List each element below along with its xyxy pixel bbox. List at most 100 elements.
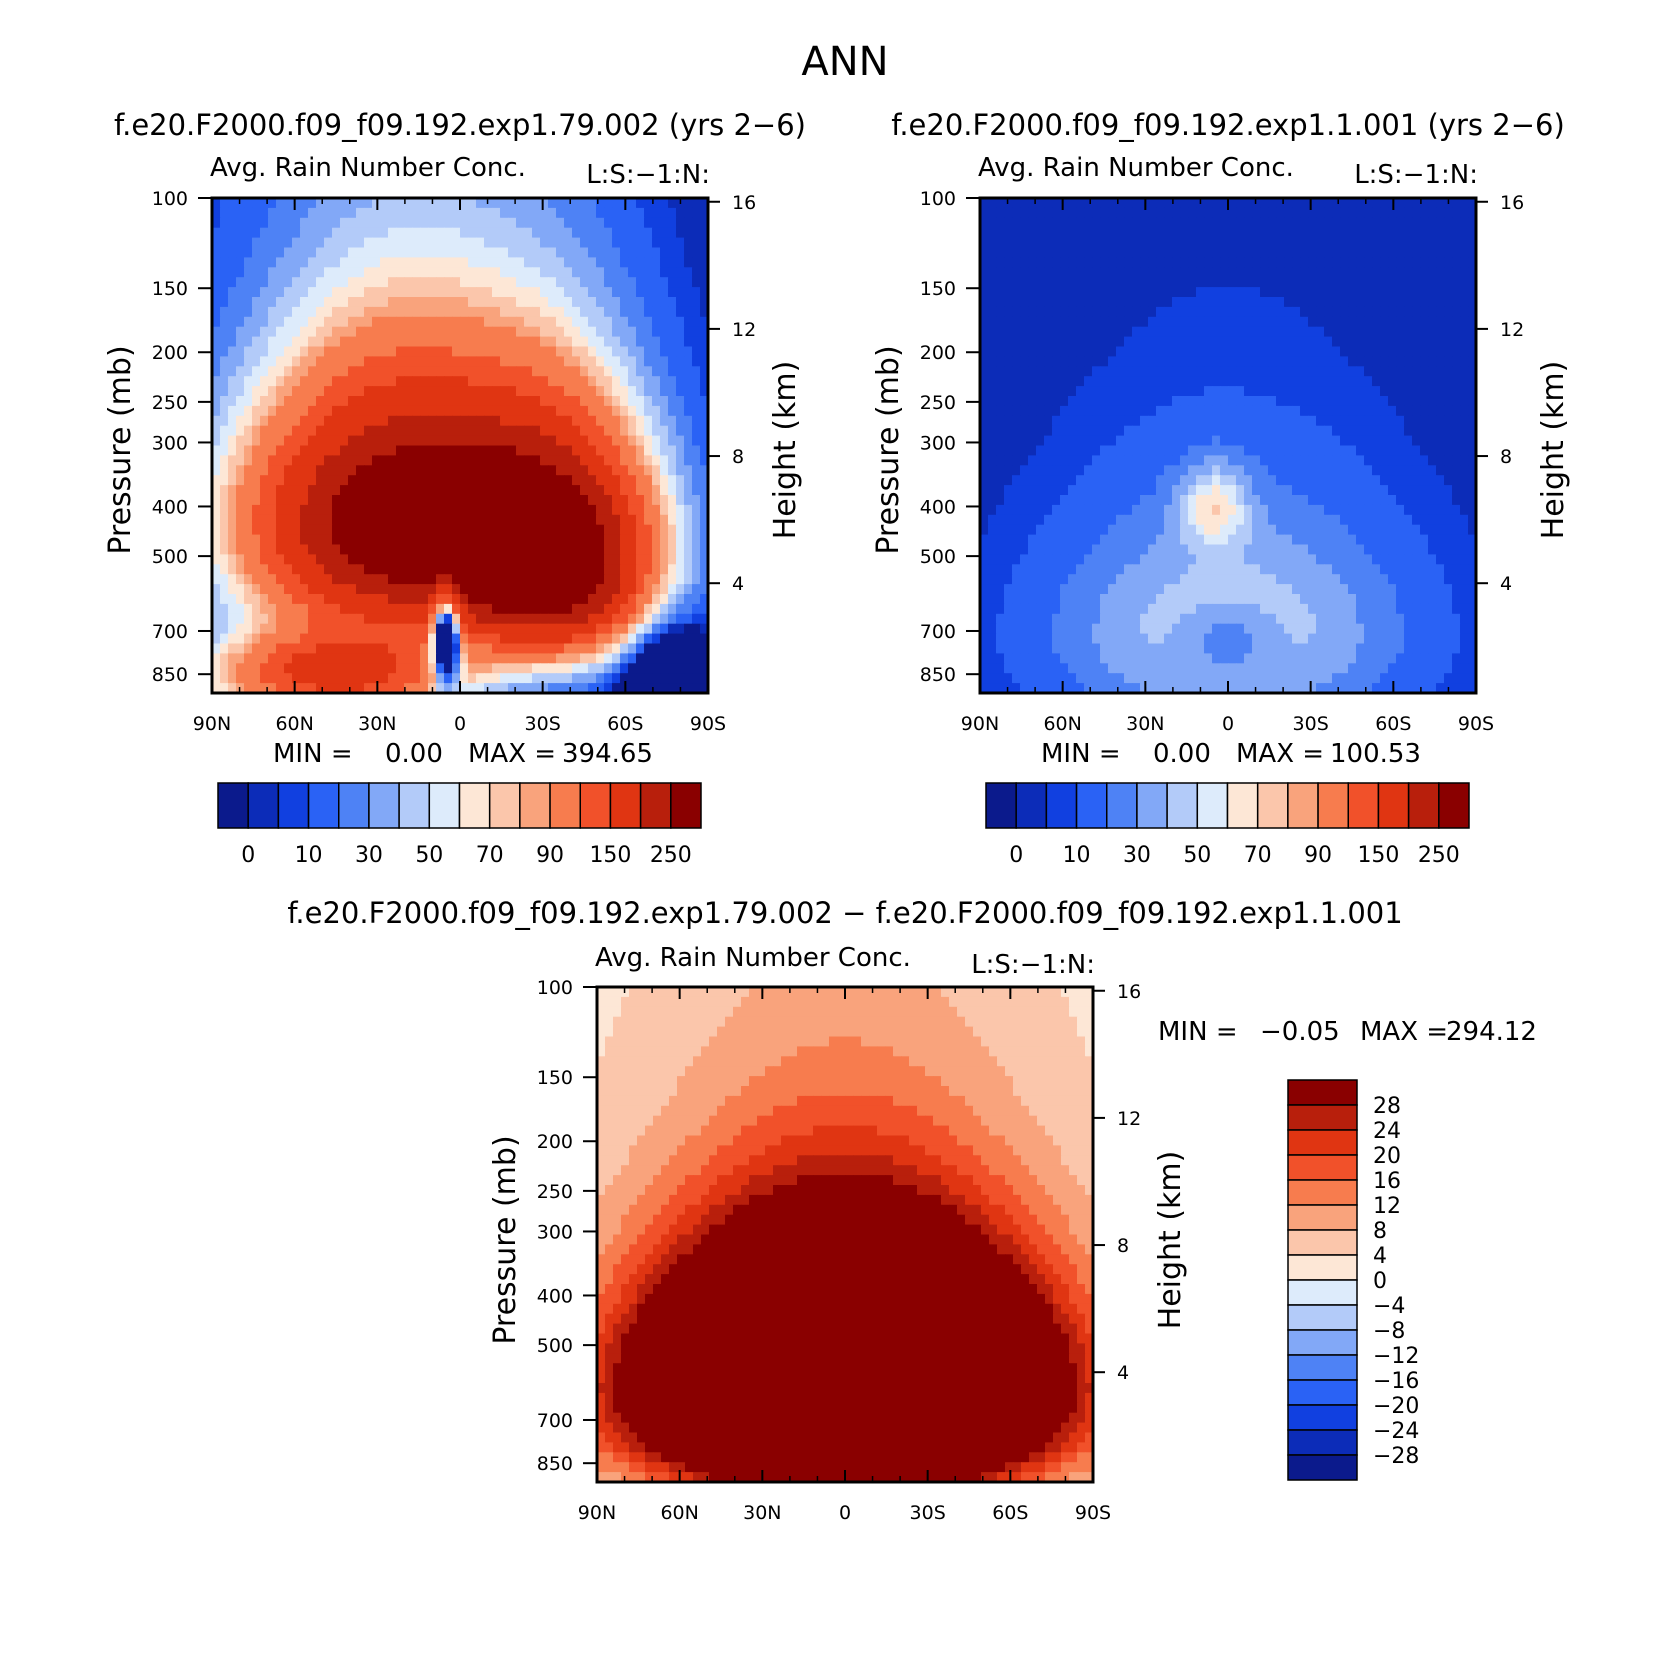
heatmap-cell <box>580 673 589 684</box>
heatmap-cell <box>1076 277 1085 288</box>
heatmap-cell <box>1300 396 1309 407</box>
heatmap-cell <box>348 237 357 249</box>
heatmap-cell <box>996 356 1005 367</box>
heatmap-cell <box>300 455 309 466</box>
heatmap-cell <box>556 564 565 575</box>
heatmap-cell <box>700 465 709 476</box>
heatmap-cell <box>644 465 653 476</box>
heatmap-cell <box>284 683 293 694</box>
heatmap-cell <box>452 277 461 288</box>
heatmap-cell <box>1116 356 1125 367</box>
heatmap-cell <box>316 267 325 278</box>
heatmap-cell <box>1148 445 1157 456</box>
heatmap-cell <box>516 653 525 664</box>
heatmap-cell <box>684 396 693 407</box>
heatmap-cell <box>1036 405 1045 417</box>
heatmap-cell <box>1100 277 1109 288</box>
heatmap-cell <box>572 425 581 437</box>
heatmap-cell <box>1116 475 1125 486</box>
heatmap-cell <box>564 485 573 496</box>
heatmap-cell <box>1092 435 1101 447</box>
heatmap-cell <box>1348 386 1357 397</box>
heatmap-cell <box>500 257 509 268</box>
heatmap-cell <box>508 277 517 288</box>
heatmap-cell <box>508 297 517 308</box>
heatmap-cell <box>1444 207 1453 219</box>
heatmap-cell <box>404 435 413 447</box>
heatmap-cell <box>548 376 557 387</box>
heatmap-cell <box>532 544 541 555</box>
heatmap-cell <box>684 603 693 615</box>
heatmap-cell <box>396 613 405 625</box>
heatmap-cell <box>572 356 581 367</box>
heatmap-cell <box>1348 425 1357 437</box>
heatmap-cell <box>980 207 989 219</box>
heatmap-cell <box>1460 326 1469 338</box>
heatmap-cell <box>1068 287 1077 298</box>
heatmap-cell <box>308 603 317 615</box>
heatmap-cell <box>588 386 597 397</box>
heatmap-cell <box>1124 198 1133 209</box>
heatmap-cell <box>332 673 341 684</box>
heatmap-cell <box>1452 267 1461 278</box>
heatmap-cell <box>340 237 349 249</box>
heatmap-cell <box>1052 475 1061 486</box>
heatmap-cell <box>1180 316 1189 328</box>
heatmap-cell <box>284 306 293 318</box>
heatmap-cell <box>484 386 493 397</box>
heatmap-cell <box>1468 198 1477 209</box>
heatmap-cell <box>460 663 469 674</box>
heatmap-cell <box>428 217 437 229</box>
heatmap-cell <box>460 287 469 298</box>
heatmap-cell <box>596 445 605 456</box>
heatmap-cell <box>372 554 381 565</box>
heatmap-cell <box>300 683 309 694</box>
heatmap-cell <box>692 346 701 357</box>
heatmap-cell <box>348 415 357 427</box>
heatmap-cell <box>220 475 229 486</box>
heatmap-cell <box>1284 435 1293 447</box>
heatmap-cell <box>1172 217 1181 229</box>
heatmap-cell <box>1052 316 1061 328</box>
heatmap-cell <box>1276 405 1285 417</box>
heatmap-cell <box>588 653 597 664</box>
heatmap-cell <box>236 554 245 565</box>
heatmap-cell <box>260 287 269 298</box>
heatmap-cell <box>1172 475 1181 486</box>
heatmap-cell <box>1084 405 1093 417</box>
heatmap-cell <box>476 237 485 249</box>
heatmap-cell <box>508 356 517 367</box>
x-tick-label: 60S <box>607 713 643 735</box>
heatmap-cell <box>348 653 357 664</box>
heatmap-cell <box>420 405 429 417</box>
heatmap-cell <box>532 336 541 348</box>
heatmap-cell <box>468 514 477 526</box>
heatmap-cell <box>1124 386 1133 397</box>
heatmap-cell <box>1188 277 1197 288</box>
heatmap-cell <box>468 306 477 318</box>
heatmap-cell <box>308 495 317 506</box>
heatmap-cell <box>668 425 677 437</box>
heatmap-cell <box>1412 396 1421 407</box>
heatmap-cell <box>540 247 549 258</box>
heatmap-cell <box>260 445 269 456</box>
heatmap-cell <box>460 366 469 377</box>
heatmap-cell <box>700 633 709 645</box>
heatmap-cell <box>1300 277 1309 288</box>
heatmap-cell <box>1148 386 1157 397</box>
heatmap-cell <box>1308 396 1317 407</box>
heatmap-cell <box>1436 445 1445 456</box>
heatmap-cell <box>388 495 397 506</box>
heatmap-cell <box>340 336 349 348</box>
heatmap-cell <box>1116 277 1125 288</box>
heatmap-cell <box>268 653 277 664</box>
heatmap-cell <box>612 257 621 268</box>
heatmap-cell <box>636 663 645 674</box>
heatmap-cell <box>460 356 469 367</box>
heatmap-cell <box>572 267 581 278</box>
heatmap-cell <box>276 257 285 268</box>
heatmap-cell <box>452 445 461 456</box>
heatmap-cell <box>420 257 429 268</box>
heatmap-cell <box>684 445 693 456</box>
heatmap-cell <box>628 376 637 387</box>
